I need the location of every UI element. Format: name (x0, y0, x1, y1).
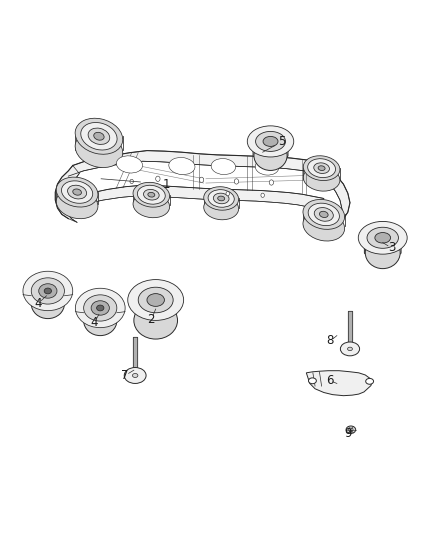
Ellipse shape (73, 189, 81, 195)
Ellipse shape (303, 199, 345, 229)
Ellipse shape (56, 189, 98, 219)
Ellipse shape (23, 271, 73, 311)
Ellipse shape (144, 189, 159, 200)
Ellipse shape (44, 288, 52, 294)
Ellipse shape (367, 227, 399, 248)
Ellipse shape (254, 126, 287, 156)
Ellipse shape (247, 126, 294, 157)
Polygon shape (84, 308, 117, 321)
Ellipse shape (117, 156, 142, 173)
Ellipse shape (213, 193, 229, 204)
Ellipse shape (133, 182, 170, 207)
Polygon shape (55, 165, 79, 222)
Circle shape (155, 176, 160, 181)
Ellipse shape (211, 158, 236, 175)
Ellipse shape (88, 128, 110, 144)
Ellipse shape (138, 185, 165, 204)
Ellipse shape (303, 211, 345, 241)
Ellipse shape (147, 294, 164, 306)
Ellipse shape (303, 166, 340, 191)
Ellipse shape (349, 428, 353, 431)
Ellipse shape (81, 123, 117, 150)
Ellipse shape (132, 374, 138, 377)
Polygon shape (319, 164, 350, 230)
Ellipse shape (318, 166, 325, 171)
Text: 7: 7 (121, 369, 129, 382)
Ellipse shape (254, 141, 287, 171)
Ellipse shape (303, 156, 340, 181)
Ellipse shape (75, 132, 123, 167)
Ellipse shape (218, 196, 225, 201)
Ellipse shape (314, 163, 329, 173)
Circle shape (130, 179, 134, 183)
Ellipse shape (31, 278, 64, 304)
Ellipse shape (75, 288, 125, 328)
Text: 4: 4 (91, 316, 98, 329)
Ellipse shape (208, 190, 234, 207)
Ellipse shape (255, 159, 279, 175)
Text: 8: 8 (327, 334, 334, 348)
Circle shape (269, 180, 274, 185)
Ellipse shape (256, 132, 286, 151)
Ellipse shape (366, 378, 374, 384)
Ellipse shape (97, 305, 104, 311)
Text: 3: 3 (388, 241, 395, 254)
Ellipse shape (133, 193, 170, 217)
Ellipse shape (67, 185, 87, 199)
Polygon shape (133, 337, 138, 375)
Ellipse shape (314, 207, 333, 221)
Polygon shape (31, 291, 64, 304)
Ellipse shape (346, 426, 356, 433)
Ellipse shape (39, 284, 57, 298)
Ellipse shape (365, 237, 400, 269)
Text: 9: 9 (344, 427, 352, 440)
Ellipse shape (365, 222, 400, 254)
Ellipse shape (308, 378, 316, 384)
Ellipse shape (84, 295, 117, 321)
Circle shape (226, 191, 230, 196)
FancyBboxPatch shape (364, 237, 401, 254)
Circle shape (261, 193, 265, 197)
Ellipse shape (308, 203, 339, 225)
Ellipse shape (340, 342, 360, 356)
Ellipse shape (138, 287, 173, 313)
Circle shape (234, 179, 239, 184)
Text: 1: 1 (163, 177, 170, 191)
Ellipse shape (56, 177, 98, 207)
Circle shape (199, 177, 204, 182)
Polygon shape (73, 185, 324, 209)
Ellipse shape (31, 276, 64, 306)
Ellipse shape (94, 132, 104, 140)
Ellipse shape (75, 118, 123, 154)
Ellipse shape (134, 302, 177, 339)
Text: 2: 2 (148, 313, 155, 326)
Ellipse shape (204, 187, 239, 210)
Text: 5: 5 (279, 135, 286, 148)
Ellipse shape (169, 157, 195, 175)
Ellipse shape (84, 293, 117, 323)
Ellipse shape (128, 280, 184, 320)
Polygon shape (68, 151, 326, 176)
Polygon shape (348, 311, 352, 349)
Ellipse shape (375, 232, 391, 243)
Ellipse shape (31, 289, 64, 319)
Ellipse shape (84, 306, 117, 336)
Ellipse shape (148, 192, 155, 197)
Ellipse shape (204, 196, 239, 220)
Ellipse shape (348, 347, 353, 351)
Ellipse shape (307, 159, 336, 177)
Ellipse shape (124, 368, 146, 383)
Ellipse shape (61, 181, 93, 203)
Ellipse shape (319, 211, 328, 217)
Polygon shape (306, 370, 372, 395)
Text: 4: 4 (34, 297, 42, 310)
Polygon shape (138, 300, 173, 320)
Ellipse shape (91, 301, 110, 315)
Text: 6: 6 (327, 374, 334, 387)
Ellipse shape (358, 221, 407, 254)
Ellipse shape (263, 136, 278, 147)
FancyBboxPatch shape (253, 140, 288, 157)
Ellipse shape (138, 285, 173, 315)
